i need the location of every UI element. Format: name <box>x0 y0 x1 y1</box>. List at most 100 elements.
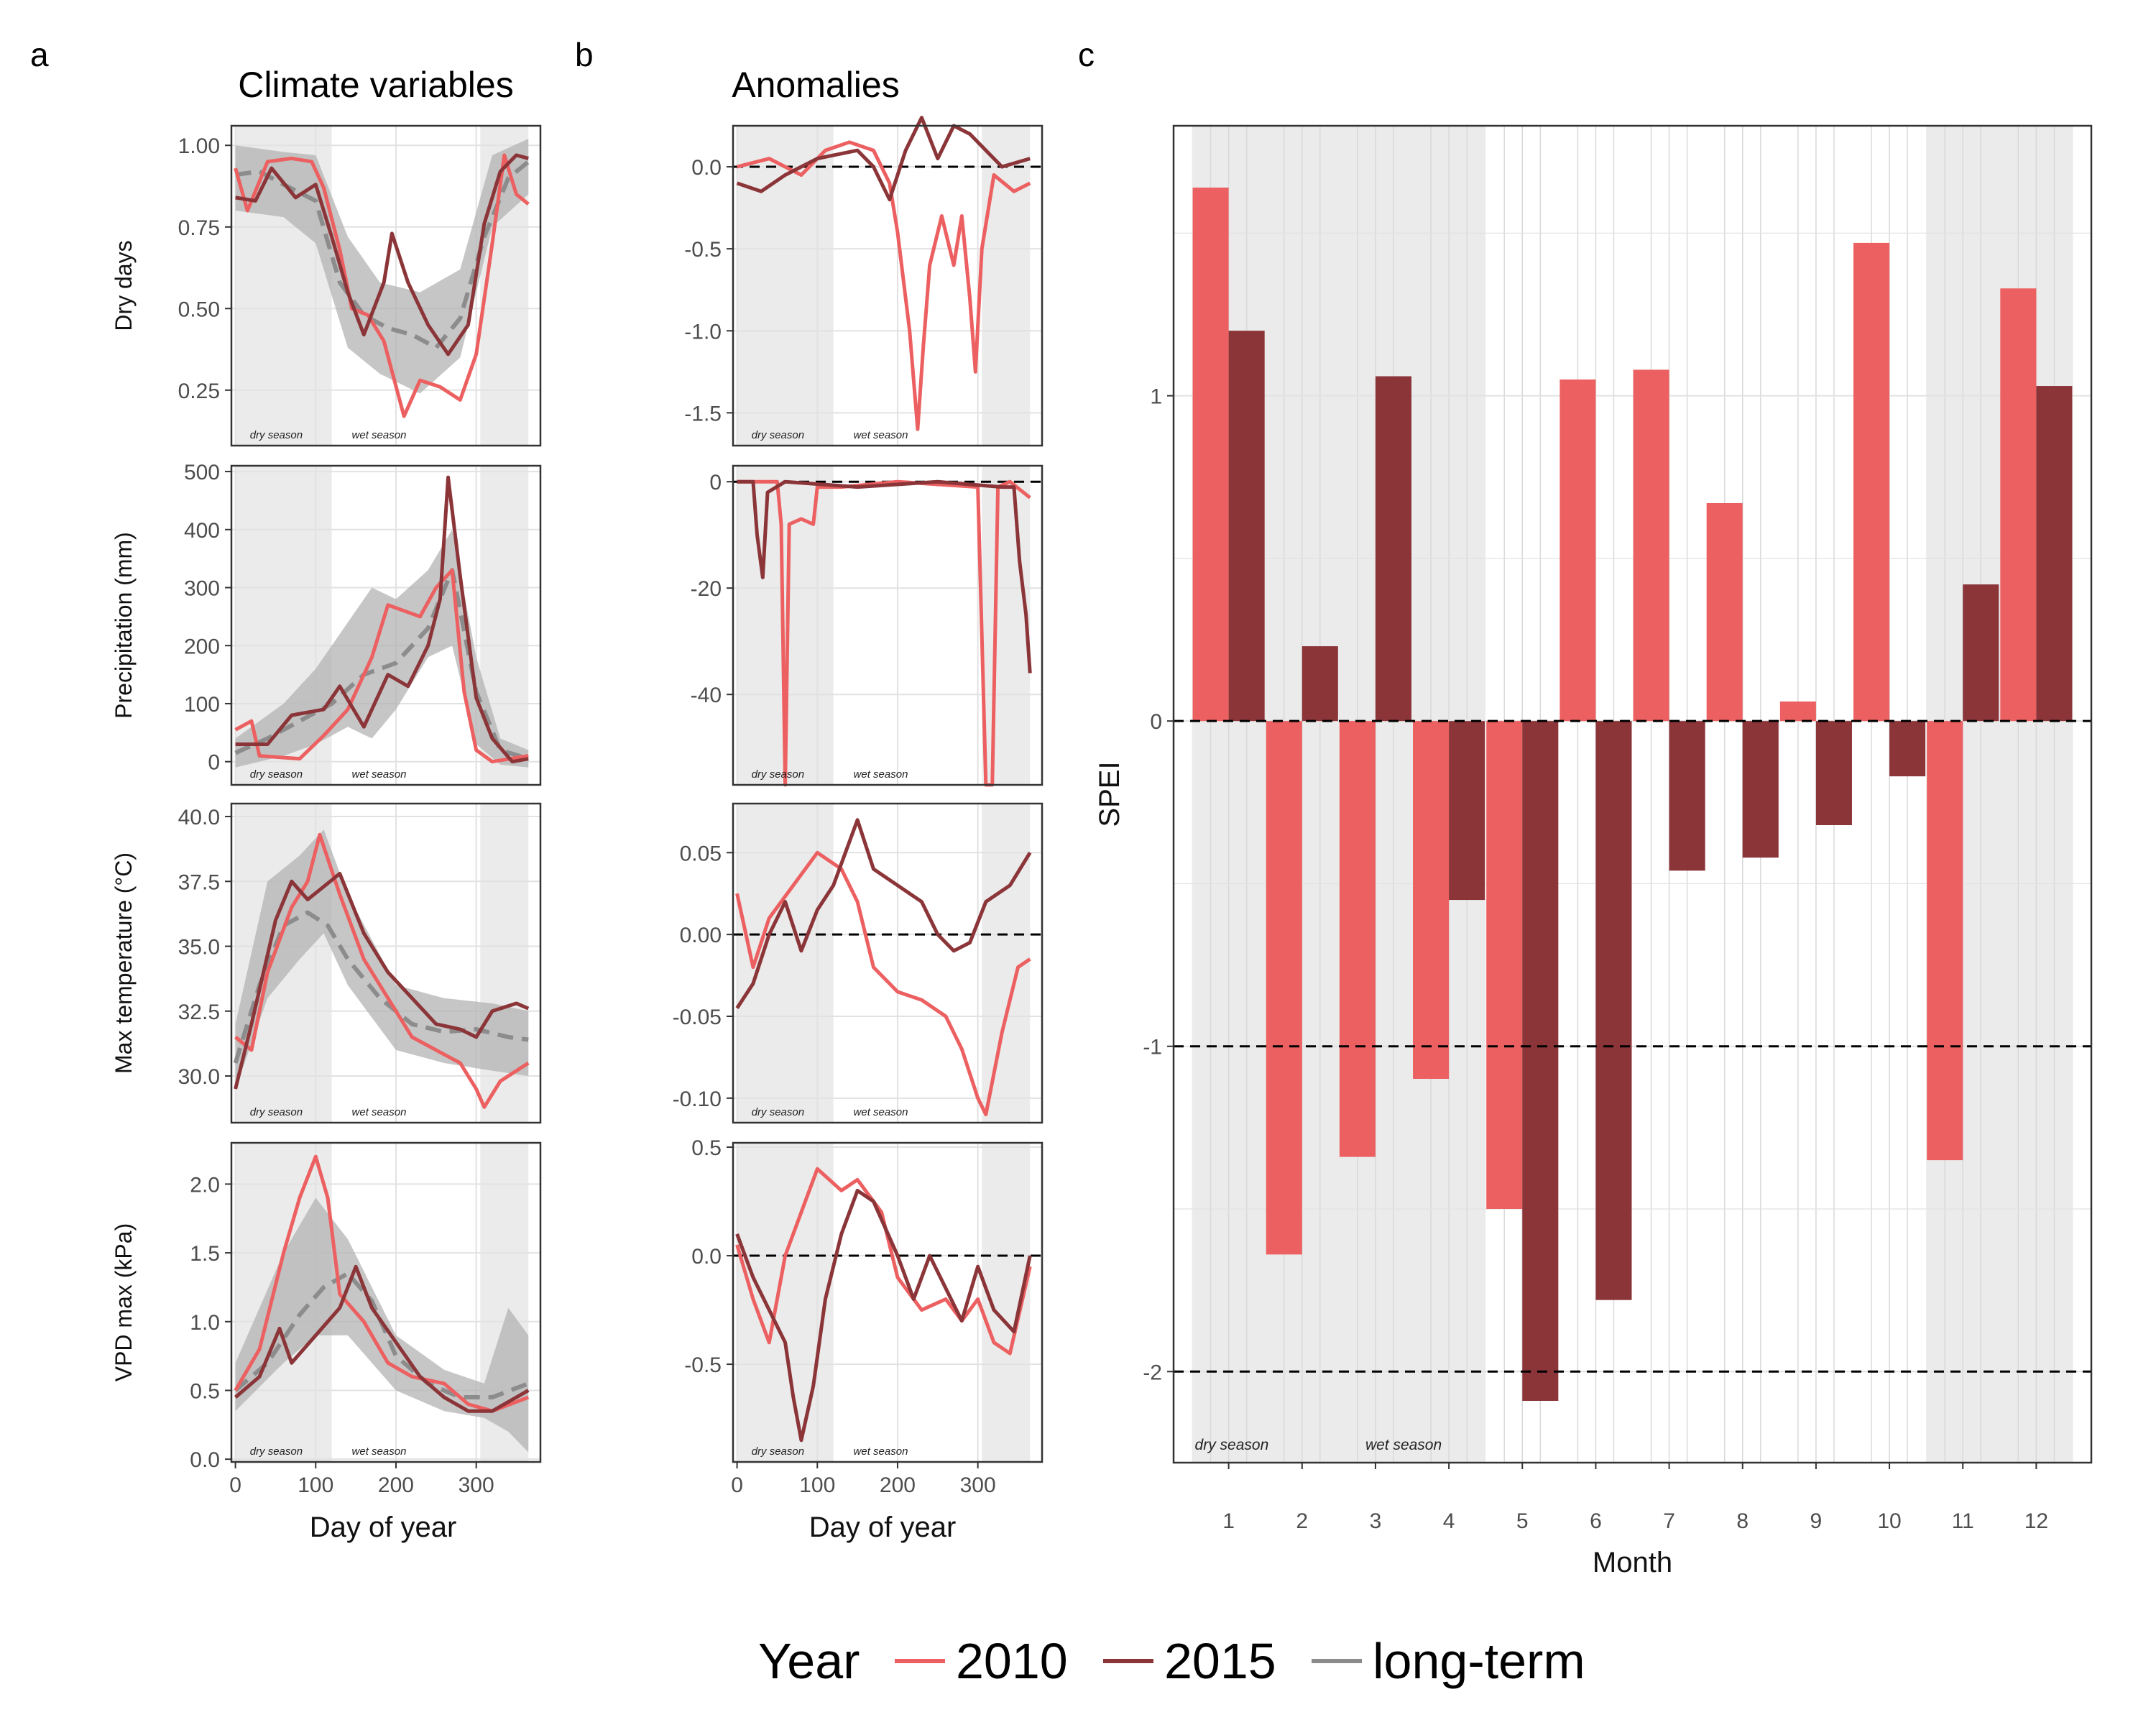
x-tick-label: 7 <box>1663 1509 1675 1533</box>
y-tick-label: -0.5 <box>684 1353 722 1377</box>
series-2015-line <box>735 1188 1032 1443</box>
x-tick-label: 8 <box>1736 1509 1749 1533</box>
series-2010-line <box>737 479 1031 787</box>
bar-2010-month-3 <box>1339 721 1376 1157</box>
panel-b-row-4: 0 100 200 300 0.5 0.0 -0.5 dry season wet season <box>684 1136 1044 1497</box>
series-2015-line <box>737 479 1032 673</box>
legend-label-long-term: long-term <box>1373 1633 1585 1689</box>
bar-2010-month-2 <box>1266 721 1302 1255</box>
bar-2010-month-10 <box>1853 242 1890 722</box>
dry-season-shade <box>737 1143 834 1462</box>
legend-title: Year <box>758 1633 860 1689</box>
y-tick-label: 40.0 <box>178 806 220 829</box>
y-tick-label: 400 <box>184 519 220 543</box>
dry-season-label: dry season <box>752 1106 804 1118</box>
y-tick-label: -0.05 <box>673 1006 722 1029</box>
panel-b-title: Anomalies <box>732 65 899 105</box>
dry-season-label: dry season <box>752 429 804 441</box>
wet-season-label: wet season <box>352 768 407 781</box>
panel-b-row-2: 0 -20 -40 dry season wet season <box>691 464 1044 787</box>
series-2010-line <box>234 568 529 764</box>
panel-a-row-1: 0.25 0.50 0.75 1.00 dry season wet season Dry … <box>111 124 542 447</box>
y-tick-label: -1 <box>1143 1036 1162 1059</box>
series-2015-line <box>736 116 1031 202</box>
bar-2010-month-4 <box>1413 721 1450 1079</box>
y-tick-label: 500 <box>184 461 220 484</box>
y-tick-label: 0.25 <box>178 380 220 403</box>
x-tick-label: 100 <box>799 1473 835 1497</box>
wet-season-label: wet season <box>854 429 908 441</box>
dry-season-label: dry season <box>752 1445 804 1458</box>
bar-2010-month-8 <box>1706 502 1743 722</box>
bar-2015-month-6 <box>1595 721 1632 1300</box>
x-tick-label: 300 <box>459 1473 494 1497</box>
y-axis-title: SPEI <box>1094 761 1125 827</box>
x-tick-label: 10 <box>1877 1509 1901 1533</box>
y-tick-label: 0.75 <box>178 216 220 240</box>
panel-b-row-1: 0.0 -0.5 -1.0 -1.5 dry season wet season <box>684 116 1044 447</box>
y-tick-label: 1.0 <box>190 1311 220 1335</box>
dry-season-label: dry season <box>1195 1437 1269 1453</box>
x-tick-label: 2 <box>1296 1509 1308 1533</box>
dry-season-shade-late <box>982 466 1031 785</box>
x-tick-label: 0 <box>731 1473 743 1497</box>
y-axis-label: Precipitation (mm) <box>111 532 137 719</box>
bar-2010-month-1 <box>1192 187 1229 722</box>
plot-border <box>732 124 1044 447</box>
wet-season-label: wet season <box>854 768 908 781</box>
x-tick-label: 4 <box>1443 1509 1455 1533</box>
y-tick-label: 1.00 <box>178 134 220 158</box>
y-tick-label: 35.0 <box>178 936 220 960</box>
y-tick-label: 1.5 <box>190 1242 220 1266</box>
x-tick-label: 11 <box>1952 1509 1974 1533</box>
y-tick-label: 300 <box>184 577 220 601</box>
wet-season-label: wet season <box>352 1445 407 1458</box>
y-tick-label: 37.5 <box>178 870 220 894</box>
series-long-term-range-band <box>235 139 529 394</box>
bar-2010-month-12 <box>2000 288 2037 722</box>
x-tick-label: 6 <box>1590 1509 1602 1533</box>
bar-2015-month-5 <box>1522 721 1559 1402</box>
y-tick-label: 1 <box>1150 385 1162 409</box>
dry-season-label: dry season <box>250 1445 303 1458</box>
series-2015-line <box>235 153 529 356</box>
series-2010-line <box>234 1154 530 1413</box>
legend-label-2010: 2010 <box>956 1633 1068 1689</box>
plot-border <box>230 802 542 1124</box>
y-tick-label: -0.10 <box>673 1087 722 1111</box>
y-axis-label: Max temperature (°C) <box>111 852 137 1074</box>
panel-letter-a: a <box>30 36 49 73</box>
series-2015-line <box>234 1264 530 1413</box>
bar-2015-month-2 <box>1302 646 1338 722</box>
plot-border <box>230 124 542 447</box>
y-axis-label: VPD max (kPa) <box>111 1223 137 1381</box>
y-tick-label: 0.0 <box>691 1245 722 1269</box>
y-tick-label: 200 <box>184 635 220 658</box>
bar-2015-month-3 <box>1375 376 1411 722</box>
bar-2015-month-10 <box>1889 721 1926 777</box>
dry-season-label: dry season <box>250 1106 303 1118</box>
y-tick-label: 0 <box>1150 710 1162 734</box>
bar-2015-month-4 <box>1449 721 1485 901</box>
bar-2015-month-8 <box>1742 721 1779 858</box>
x-tick-label: 5 <box>1516 1509 1529 1533</box>
dry-season-label: dry season <box>250 768 303 781</box>
bar-2010-month-9 <box>1779 702 1816 722</box>
plot-border <box>230 464 542 786</box>
y-tick-label: 0 <box>709 471 722 494</box>
series-2015-line <box>235 475 529 764</box>
y-tick-label: 30.0 <box>178 1065 220 1089</box>
series-2015-line <box>234 871 530 1090</box>
bar-2015-month-11 <box>1963 584 1999 722</box>
dry-season-label: dry season <box>752 768 804 781</box>
series-2010-line <box>234 153 530 418</box>
y-tick-label: -0.5 <box>684 238 722 262</box>
dry-season-label: dry season <box>250 429 303 441</box>
panel-b-row-3: 0.05 0.00 -0.05 -0.10 dry season wet season <box>673 802 1044 1124</box>
x-tick-label: 300 <box>960 1473 996 1497</box>
panel-a-row-4: 0 100 200 300 0.0 0.5 1.0 1.5 2.0 dry season wet s… <box>111 1141 542 1497</box>
series-2015-line <box>735 818 1032 1009</box>
series-long-term-line <box>234 1271 530 1400</box>
bar-2015-month-1 <box>1228 331 1265 722</box>
